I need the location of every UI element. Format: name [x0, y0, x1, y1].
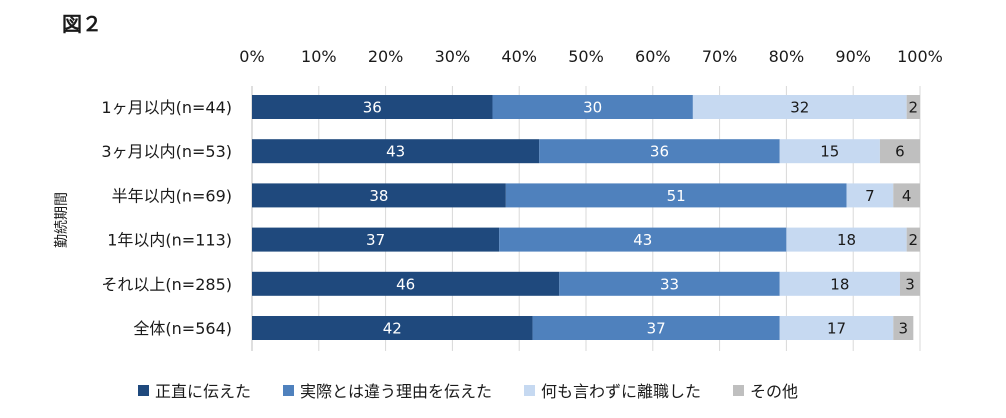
data-label: 4: [902, 187, 912, 205]
data-label: 36: [650, 143, 669, 161]
bar-segment: [539, 139, 780, 164]
bar-segment: [252, 227, 500, 252]
legend-item: 正直に伝えた: [138, 378, 251, 402]
data-label: 7: [865, 187, 875, 205]
data-label: 43: [386, 143, 405, 161]
data-label: 43: [633, 231, 652, 249]
bar-segment: [906, 227, 920, 252]
bar-segment: [846, 183, 894, 208]
legend-swatch: [283, 384, 295, 396]
data-label: 30: [583, 99, 602, 117]
bar-segment: [893, 316, 914, 340]
data-label: 51: [667, 187, 686, 205]
x-tick-label: 60%: [635, 47, 671, 66]
data-label: 3: [899, 320, 909, 338]
x-tick-label: 50%: [568, 47, 604, 66]
category-label: 1年以内(n=113): [107, 231, 232, 250]
y-axis-label: 勤続期間: [53, 192, 70, 248]
bar-segment: [492, 95, 693, 119]
bar-segment: [779, 271, 900, 296]
legend-label: 実際とは違う理由を伝えた: [300, 382, 493, 401]
data-label: 2: [909, 231, 919, 249]
legend-item: その他: [733, 378, 798, 402]
data-label: 3: [905, 275, 915, 293]
x-tick-label: 70%: [702, 47, 738, 66]
data-label: 36: [363, 99, 382, 117]
data-label: 32: [790, 99, 809, 117]
category-label: それ以上(n=285): [101, 275, 232, 294]
legend-label: その他: [750, 382, 799, 401]
legend: 正直に伝えた 実際とは違う理由を伝えた 何も言わずに離職した その他: [138, 378, 830, 402]
gridlines: [251, 86, 921, 351]
bar-segment: [252, 271, 560, 296]
figure-title: 図２: [62, 12, 102, 36]
data-label: 17: [827, 320, 846, 338]
category-labels: 1ヶ月以内(n=44) 3ヶ月以内(n=53) 半年以内(n=69) 1年以内(n=1…: [101, 98, 232, 338]
data-label: 2: [909, 99, 919, 117]
legend-label: 何も言わずに離職した: [541, 382, 702, 401]
category-label: 半年以内(n=69): [112, 186, 232, 205]
data-label: 18: [830, 275, 849, 293]
bar-segment: [906, 95, 920, 119]
bar-segment: [879, 139, 920, 164]
bar-segment: [532, 316, 780, 340]
data-label: 18: [837, 231, 856, 249]
x-tick-label: 90%: [835, 47, 871, 66]
bar-segment: [252, 183, 506, 208]
bars: 36 30 32 2 43 36 15 6 38 51 7 4 37 43 18 2 46 33 18 3 42 37 17…: [252, 95, 920, 340]
bar-segment: [893, 183, 920, 208]
data-label: 33: [660, 275, 679, 293]
x-tick-label: 0%: [239, 47, 264, 66]
legend-item: 実際とは違う理由を伝えた: [283, 378, 492, 402]
legend-swatch: [733, 384, 745, 396]
data-label: 38: [369, 187, 388, 205]
legend-item: 何も言わずに離職した: [524, 378, 701, 402]
legend-swatch: [524, 384, 536, 396]
data-label: 46: [396, 275, 415, 293]
category-label: 1ヶ月以内(n=44): [101, 98, 232, 117]
bar-segment: [779, 139, 880, 164]
data-label: 15: [820, 143, 839, 161]
x-tick-label: 20%: [368, 47, 404, 66]
bar-segment: [252, 95, 493, 119]
bar-segment: [252, 316, 533, 340]
legend-label: 正直に伝えた: [155, 382, 252, 401]
bar-segment: [786, 227, 907, 252]
bar-segment: [252, 139, 540, 164]
category-label: 全体(n=564): [133, 319, 232, 338]
x-tick-label: 100%: [897, 47, 943, 66]
category-label: 3ヶ月以内(n=53): [101, 142, 232, 161]
bar-segment: [559, 271, 780, 296]
bar-segment: [779, 316, 894, 340]
data-label: 37: [366, 231, 385, 249]
x-tick-label: 10%: [301, 47, 337, 66]
data-label: 6: [895, 143, 905, 161]
x-axis-ticks: 0% 10% 20% 30% 40% 50% 60% 70% 80% 90% 100%: [239, 47, 943, 66]
bar-segment: [899, 271, 920, 296]
x-tick-label: 80%: [769, 47, 805, 66]
data-label: 37: [647, 320, 666, 338]
bar-segment: [505, 183, 847, 208]
bar-segment: [692, 95, 907, 119]
data-label: 42: [383, 320, 402, 338]
x-tick-label: 30%: [435, 47, 471, 66]
x-tick-label: 40%: [501, 47, 537, 66]
legend-swatch: [138, 384, 149, 396]
bar-segment: [499, 227, 787, 252]
